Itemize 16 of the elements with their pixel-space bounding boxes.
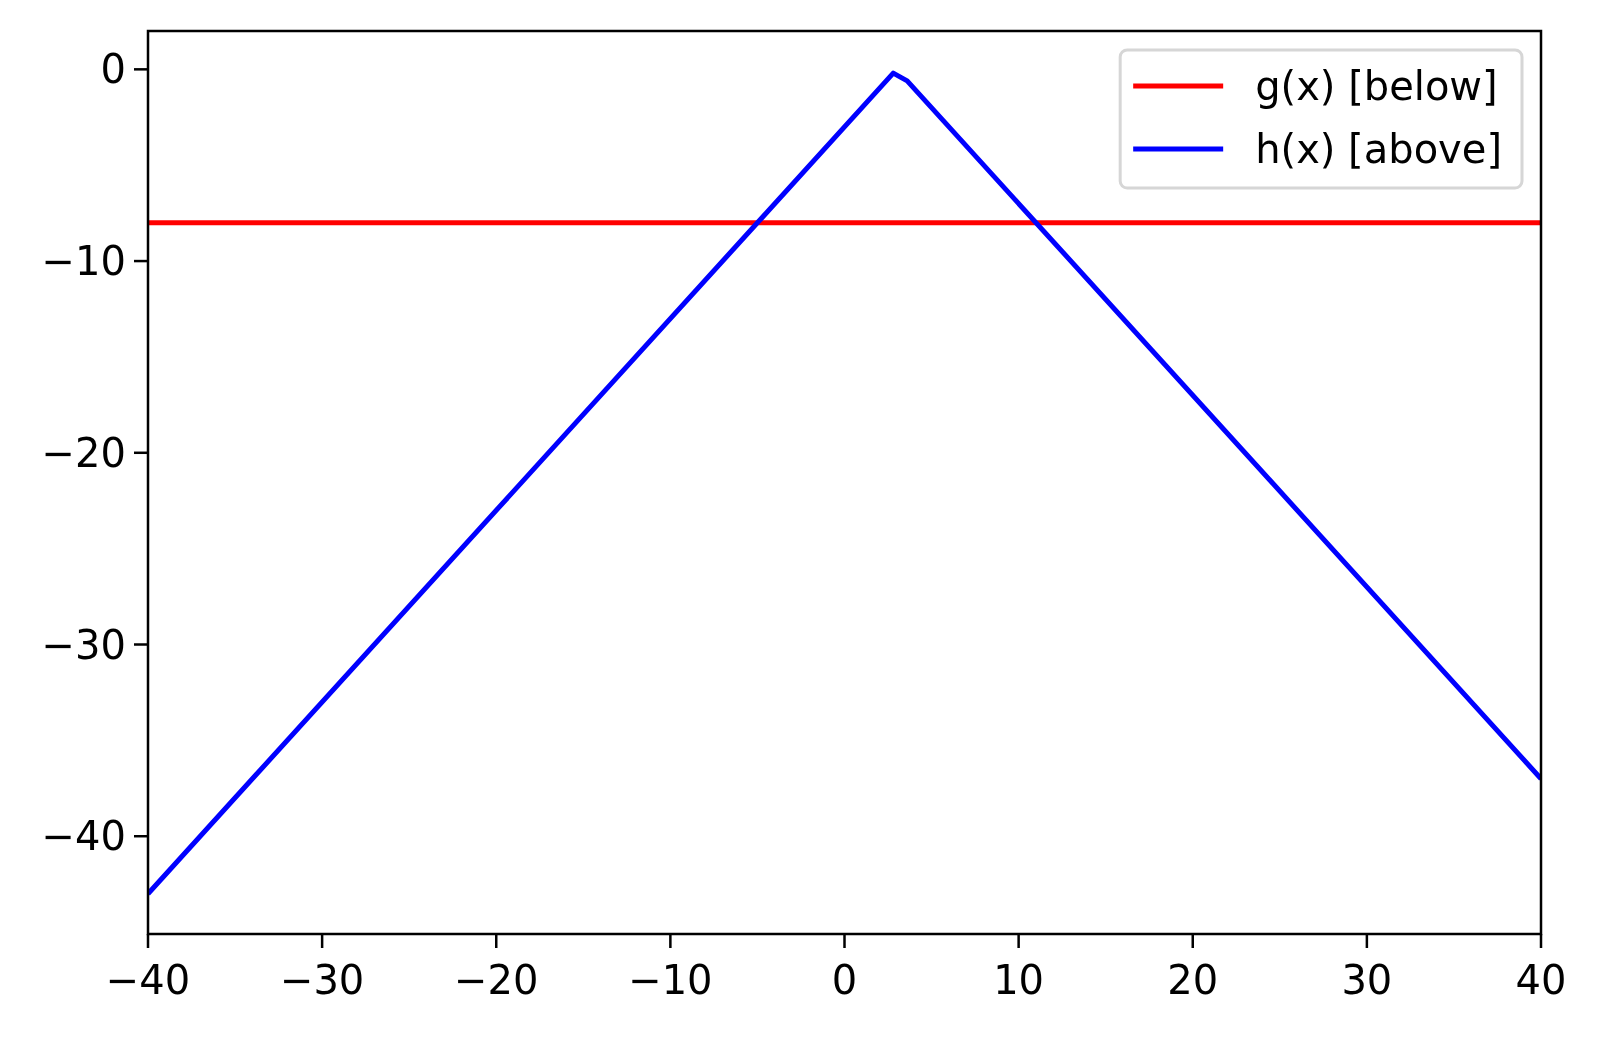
x-tick-label: 40 (1515, 956, 1567, 1003)
x-tick-label: 0 (831, 956, 858, 1003)
y-tick-label: −30 (41, 621, 126, 668)
x-tick-label: 30 (1341, 956, 1393, 1003)
legend-label: h(x) [above] (1255, 126, 1502, 172)
x-tick-label: 10 (993, 956, 1045, 1003)
x-tick-label: −40 (105, 956, 191, 1003)
x-tick-label: −20 (454, 956, 539, 1003)
x-tick-label: 20 (1167, 956, 1219, 1003)
x-tick-label: −10 (628, 956, 713, 1003)
y-tick-label: 0 (100, 46, 126, 93)
x-tick-label: −30 (279, 956, 365, 1003)
y-tick-label: −10 (41, 238, 126, 285)
legend-label: g(x) [below] (1255, 63, 1498, 109)
y-tick-label: −20 (41, 429, 126, 476)
y-tick-label: −40 (41, 813, 126, 860)
